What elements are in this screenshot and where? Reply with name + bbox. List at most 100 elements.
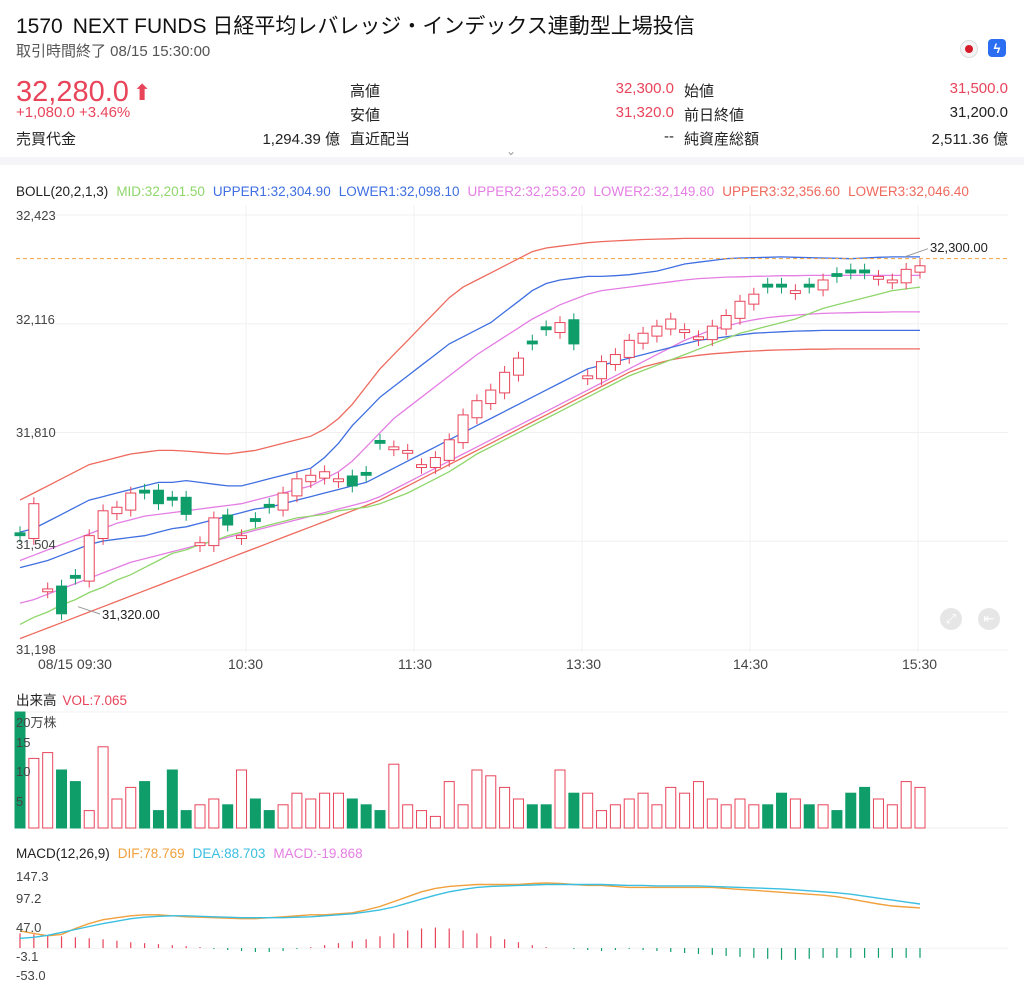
open-value: 31,500.0 [949,80,1008,97]
macd-tick: 47.0 [16,920,42,935]
volume-bar [582,792,594,829]
volume-bar [416,810,428,829]
candle-body [485,389,497,405]
boll-legend[interactable]: BOLL(20,2,1,3) MID:32,201.50 UPPER1:32,304… [16,184,977,199]
volume-bar [125,786,137,829]
dividend-label: 直近配当 [350,131,411,148]
volume-bar [69,781,81,829]
volume-bar [706,798,718,829]
volume-tick: 10 [16,764,31,779]
volume-tick: 5 [16,794,24,809]
open-label: 始値 [684,83,715,100]
volume-bar [332,792,344,829]
candle-body [429,457,441,468]
candle-body [97,510,109,539]
expand-chevron-icon[interactable]: ⌄ [506,144,517,158]
candle-body [83,535,95,582]
candle-body [249,518,261,522]
volume-bar [97,746,109,829]
volume-bar [429,815,441,829]
volume-bar [776,792,788,829]
nav-label: 純資産総額 [684,131,760,148]
volume-bar [346,798,358,829]
volume-bar [360,804,372,829]
volume-bar [748,804,760,829]
candle-body [914,265,926,273]
low-label: 安値 [350,107,381,124]
candle-body [457,414,469,444]
volume-bar [720,804,732,829]
volume-bar [554,769,566,829]
volume-bar [83,810,95,829]
candle-body [554,322,566,334]
volume-bar [291,792,303,829]
macd-dea: DEA:88.703 [192,846,266,861]
page-title: 1570 NEXT FUNDS 日経平均レバレッジ・インデックス連動型上場投信 [16,10,695,40]
candle-body [69,574,81,579]
candle-body [748,293,760,305]
volume-bar [194,804,206,829]
macd-dif-line [19,882,921,937]
candle-body [56,585,68,615]
volume-bar [789,798,801,829]
volume-bar [637,792,649,829]
candle-body [665,318,677,330]
boll-lower2-line [19,311,920,604]
divider [0,157,1024,165]
volume-legend: 出来高 VOL:7.065 [16,689,127,709]
candle-body [291,478,303,497]
boll-lower2: LOWER2:32,149.80 [593,184,715,199]
macd-legend: MACD(12,26,9) DIF:78.769 DEA:88.703 MACD:-1… [16,846,363,861]
volume-bar [42,752,54,829]
candle-body [346,475,358,487]
volume-bar [111,798,123,829]
turnover-label: 売買代金 [16,131,77,148]
candle-body [263,503,275,508]
candle-body [845,269,857,274]
candle-body [208,517,220,547]
candle-body [332,478,344,483]
volume-bar [540,804,552,829]
candle-body [28,503,40,539]
price-tick: 31,198 [16,642,56,657]
candle-body [859,269,871,274]
candle-body [277,492,289,511]
boll-lower3-line [19,348,920,640]
candle-body [125,492,137,511]
volume-bar [651,804,663,829]
volume-bar [734,798,746,829]
nav-value: 2,511.36 億 [931,131,1008,148]
lightning-icon[interactable]: ϟ [988,39,1006,57]
boll-lower1-line [19,329,920,569]
up-arrow-icon: ⬆ [133,80,152,105]
reset-zoom-icon[interactable]: ⇤ [978,608,1000,630]
candle-body [512,357,524,376]
volume-bar [14,711,26,829]
volume-bar [471,769,483,829]
ticker-code: 1570 [16,15,63,38]
high-marker-leader [904,248,929,258]
time-tick: 15:30 [902,656,938,672]
macd-value: MACD:-19.868 [273,846,363,861]
candle-body [443,439,455,461]
time-tick: 14:30 [733,656,769,672]
volume-bar [402,804,414,829]
candle-body [582,375,594,380]
boll-mid-line [19,286,921,625]
boll-upper2: UPPER2:32,253.20 [467,184,586,199]
volume-bar [845,792,857,829]
volume-bar [623,798,635,829]
candle-body [540,326,552,331]
fullscreen-icon[interactable]: ⤢ [940,608,962,630]
candle-body [706,325,718,341]
volume-bar [817,804,829,829]
time-tick: 11:30 [398,656,432,672]
candle-body [42,588,54,593]
volume-bar [762,804,774,829]
volume-bar [596,810,608,829]
time-tick: 10:30 [228,656,264,672]
candle-body [166,496,178,501]
volume-tick: 15 [16,735,31,750]
volume-bar [56,769,68,829]
